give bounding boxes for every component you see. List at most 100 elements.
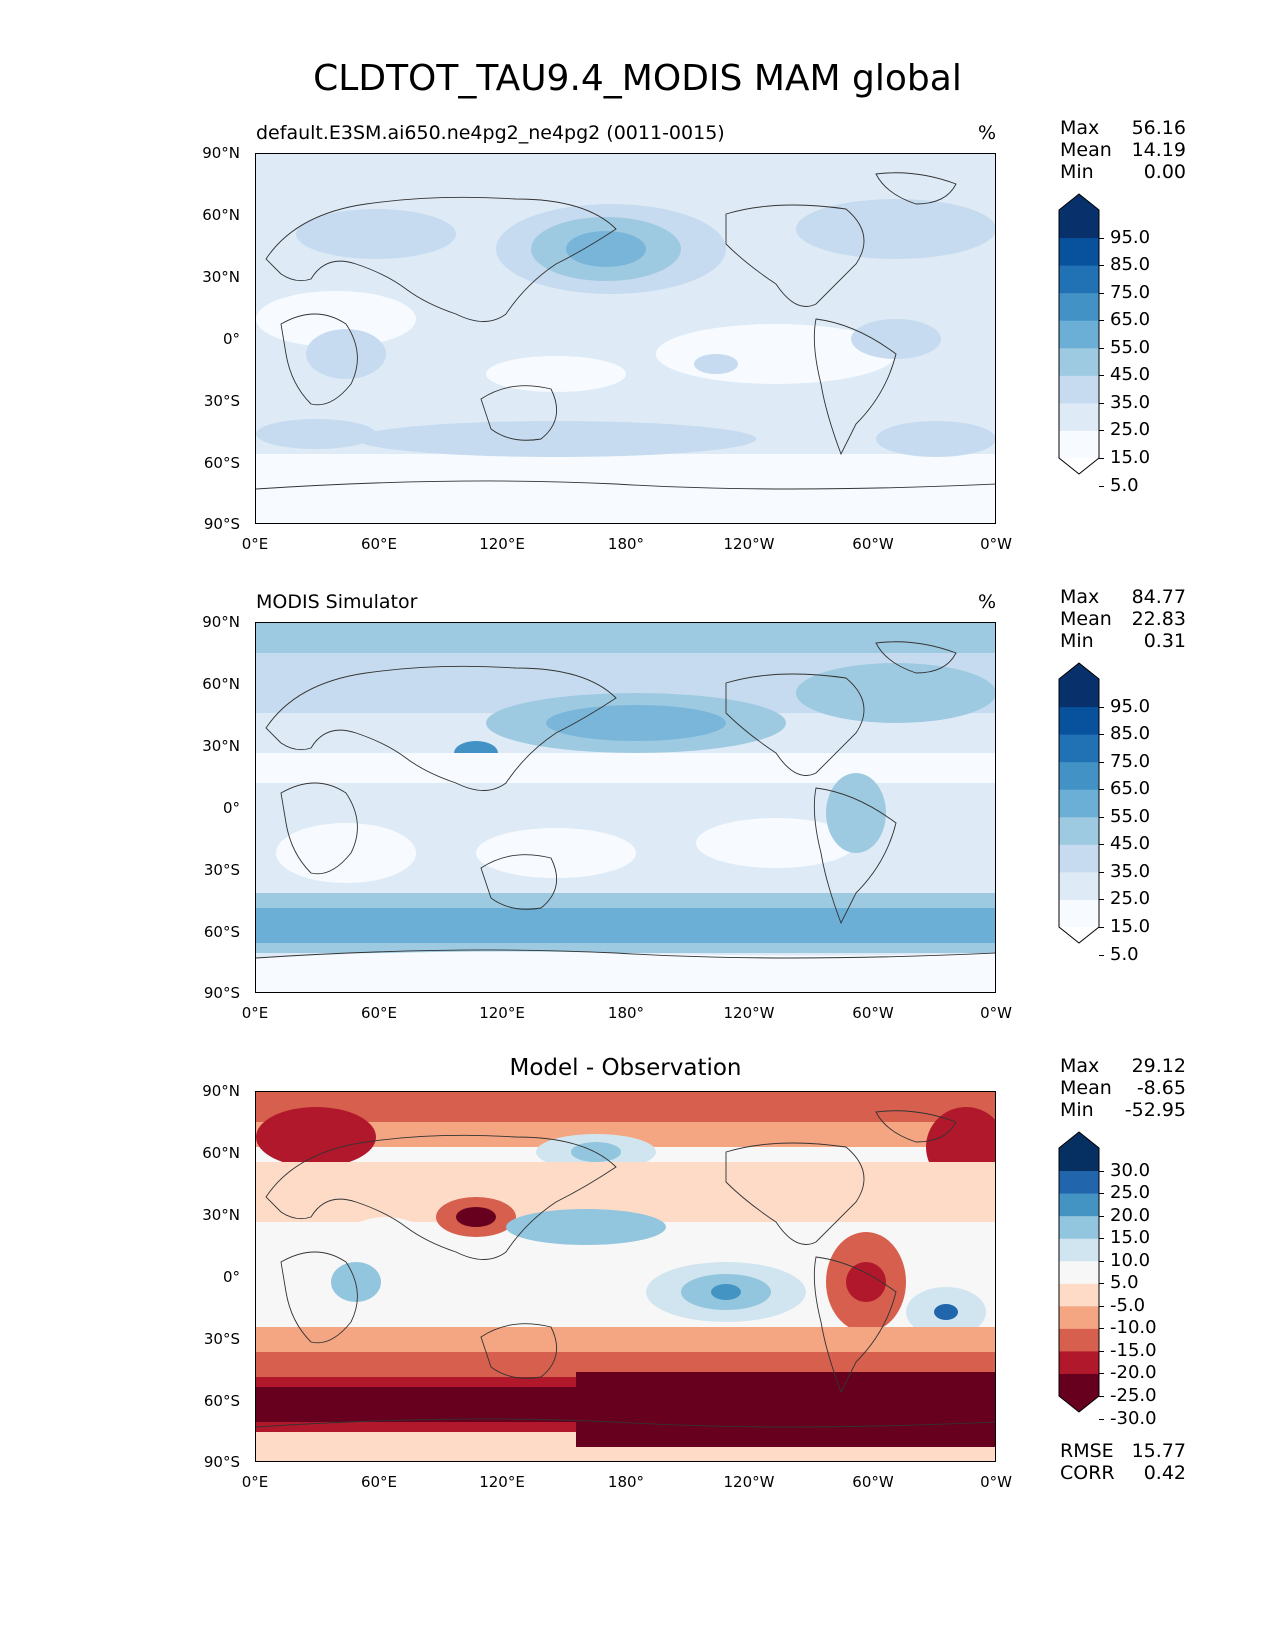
- units-label: %: [978, 591, 997, 613]
- colorbar-bin: [1059, 706, 1099, 735]
- colorbar-tick-label: 5.0: [1110, 943, 1139, 965]
- colorbar-bin: [1059, 1328, 1099, 1352]
- lon-tick: 0°E: [241, 1004, 269, 1022]
- colorbar-bin: [1059, 1193, 1099, 1217]
- lon-tick: 0°W: [980, 1004, 1012, 1022]
- colorbar-tick: [1099, 927, 1104, 928]
- lon-tick: 120°E: [479, 1473, 525, 1491]
- colorbar-tick: [1099, 292, 1104, 294]
- colorbar-tick-label: 75.0: [1110, 281, 1151, 303]
- lat-tick: 60°S: [203, 454, 240, 472]
- colorbar-tick-label: 55.0: [1110, 805, 1151, 827]
- colorbar-tick-label: -5.0: [1110, 1294, 1146, 1316]
- colorbar-tick-label: 15.0: [1110, 1227, 1151, 1249]
- colorbar-bin: [1059, 430, 1099, 459]
- colorbar-bin: [1059, 734, 1099, 763]
- lon-tick: 180°: [607, 1473, 645, 1491]
- lat-tick: 0°: [222, 799, 240, 817]
- colorbar-bin: [1059, 1215, 1099, 1239]
- lon-tick: 0°E: [241, 1473, 269, 1491]
- colorbar-tick-label: 85.0: [1110, 723, 1151, 745]
- colorbar-tick: [1099, 789, 1104, 791]
- colorbar-tick-label: 15.0: [1110, 447, 1151, 468]
- lon-tick: 180°: [607, 1004, 645, 1022]
- colorbar-bin: [1059, 1350, 1099, 1374]
- colorbar-bin: [1059, 1238, 1099, 1262]
- contour-map: [256, 154, 995, 523]
- lon-tick: 120°E: [479, 1004, 525, 1022]
- lon-tick: 180°: [607, 535, 645, 553]
- colorbar-bin: [1059, 1260, 1099, 1284]
- colorbar-tick: [1099, 237, 1104, 239]
- colorbar-tick: [1099, 844, 1104, 846]
- colorbar-tick-label: 15.0: [1110, 916, 1151, 937]
- colorbar-tick-label: 75.0: [1110, 750, 1151, 772]
- colorbar-bin: [1059, 1373, 1099, 1397]
- colorbar-tick-label: 55.0: [1110, 336, 1151, 358]
- colorbar-tick-label: 5.0: [1110, 1272, 1139, 1294]
- lat-tick: 30°S: [203, 1330, 240, 1348]
- colorbar-tick: [1099, 1215, 1104, 1217]
- lon-tick: 60°W: [852, 1004, 894, 1022]
- metrics-block: RMSE 15.77 CORR 0.42: [1060, 1440, 1186, 1484]
- colorbar-bin: [1059, 402, 1099, 431]
- colorbar: 95.0 85.0 75.0 65.0 55.0 45.0 35.0 25.0 15.0 5.0: [1058, 193, 1150, 496]
- lon-tick: 60°W: [852, 535, 894, 553]
- colorbar-tick-label: 45.0: [1110, 364, 1151, 386]
- colorbar-tick-label: 95.0: [1110, 695, 1151, 717]
- colorbar-tick-label: 65.0: [1110, 778, 1151, 800]
- lon-tick: 120°E: [479, 535, 525, 553]
- lon-tick: 60°E: [360, 1004, 398, 1022]
- colorbar-tick-label: 65.0: [1110, 309, 1151, 331]
- colorbar-bin: [1059, 320, 1099, 349]
- colorbar-tick: [1099, 706, 1104, 708]
- lat-tick: 30°N: [202, 268, 240, 286]
- colorbar: 95.0 85.0 75.0 65.0 55.0 45.0 35.0 25.0 15.0 5.0: [1058, 662, 1150, 965]
- lat-tick: 30°N: [202, 1206, 240, 1224]
- stats-block: Max 56.16 Mean 14.19 Min 0.00: [1060, 117, 1186, 183]
- stats-block: Max 84.77 Mean 22.83 Min 0.31: [1060, 586, 1186, 652]
- colorbar-graphic: [1058, 1131, 1100, 1413]
- lon-tick: 120°W: [723, 535, 775, 553]
- lat-tick: 90°N: [202, 613, 240, 631]
- colorbar-extend-max: [1059, 1132, 1099, 1148]
- colorbar-bin: [1059, 375, 1099, 404]
- colorbar-tick: [1099, 430, 1104, 432]
- panel-title: default.E3SM.ai650.ne4pg2_ne4pg2 (0011-0…: [256, 122, 725, 144]
- colorbar-graphic: [1058, 193, 1100, 475]
- lat-tick: 30°N: [202, 737, 240, 755]
- colorbar-tick-label: 10.0: [1110, 1249, 1151, 1271]
- lat-tick: 90°N: [202, 144, 240, 162]
- lon-tick: 60°W: [852, 1473, 894, 1491]
- colorbar-bin: [1059, 237, 1099, 266]
- colorbar-bin: [1059, 265, 1099, 294]
- lat-tick: 90°S: [203, 515, 240, 533]
- lat-tick: 60°S: [203, 923, 240, 941]
- colorbar-bin: [1059, 679, 1099, 708]
- lon-tick: 0°E: [241, 535, 269, 553]
- colorbar-tick-label: -25.0: [1110, 1385, 1157, 1406]
- colorbar-bin: [1059, 347, 1099, 376]
- lat-tick: 0°: [222, 1268, 240, 1286]
- colorbar-tick: [1099, 816, 1104, 818]
- colorbar-tick: [1099, 1396, 1104, 1397]
- colorbar-tick-label: 45.0: [1110, 833, 1151, 855]
- lat-tick: 90°S: [203, 1453, 240, 1471]
- panel-title: Model - Observation: [509, 1055, 742, 1081]
- colorbar-extend-max: [1059, 194, 1099, 210]
- colorbar-extend-min: [1059, 458, 1099, 474]
- colorbar-extend-min: [1059, 1396, 1099, 1412]
- contour-map: [256, 623, 995, 992]
- colorbar-tick: [1099, 1193, 1104, 1195]
- colorbar-bin: [1059, 210, 1099, 239]
- colorbar-bin: [1059, 292, 1099, 321]
- colorbar-tick: [1099, 1260, 1104, 1262]
- units-label: %: [978, 122, 997, 144]
- colorbar-tick: [1099, 1170, 1104, 1172]
- colorbar-tick-label: 30.0: [1110, 1159, 1151, 1181]
- map-plot: [255, 153, 996, 524]
- colorbar-bin: [1059, 1170, 1099, 1194]
- colorbar-tick: [1099, 458, 1104, 459]
- colorbar-tick-label: 25.0: [1110, 419, 1151, 441]
- colorbar-tick: [1099, 485, 1104, 487]
